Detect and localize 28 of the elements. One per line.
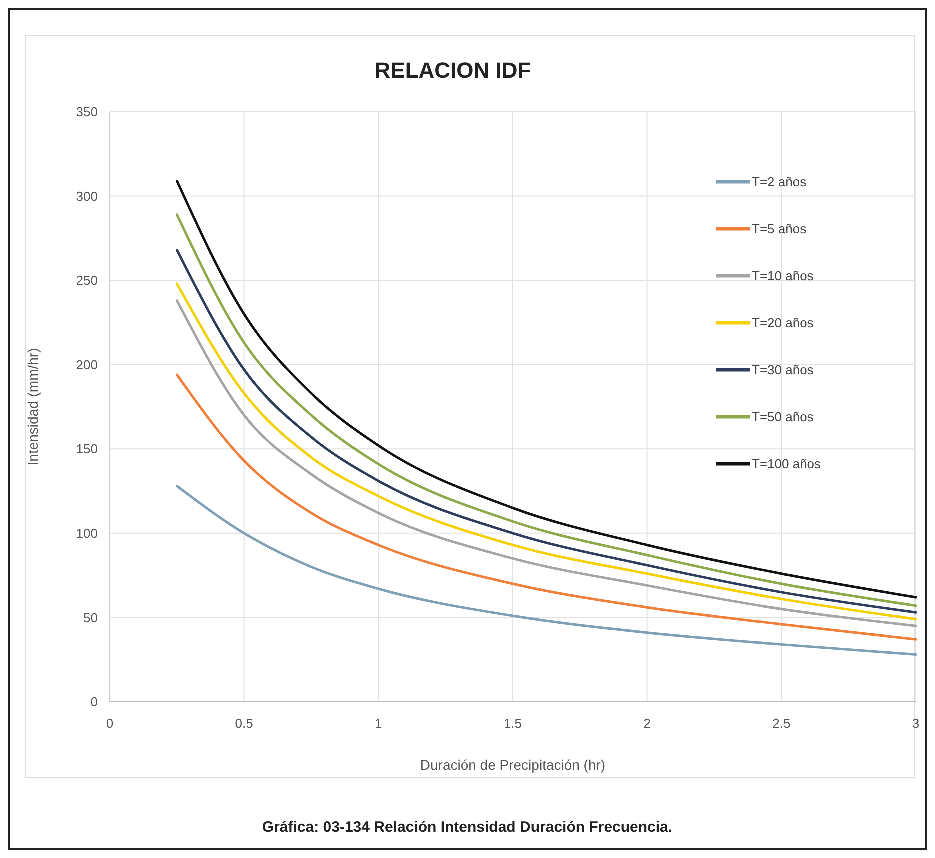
legend-label: T=10 años — [752, 268, 814, 284]
x-tick-label: 2 — [644, 716, 651, 731]
x-tick-label: 0.5 — [235, 716, 254, 731]
x-tick-label: 3 — [912, 716, 920, 731]
x-tick-label: 1 — [375, 716, 382, 731]
chart-title: RELACION IDF — [374, 58, 532, 83]
legend-label: T=5 años — [752, 222, 808, 237]
legend-label: T=20 años — [752, 316, 814, 331]
x-tick-label: 1.5 — [504, 716, 522, 731]
legend-label: T=2 años — [752, 174, 808, 190]
line-series — [176, 484, 918, 656]
y-tick-label: 0 — [90, 694, 98, 710]
x-axis-title: Duración de Precipitación (hr) — [420, 757, 606, 773]
x-tick-label: 0 — [106, 716, 114, 731]
legend-label: T=50 años — [752, 410, 814, 425]
legend-label: T=30 años — [752, 362, 814, 378]
y-tick-label: 200 — [76, 357, 98, 372]
text: Gráfica: 03-134 Relación Intensidad Duración Frecuencia. — [262, 819, 673, 836]
line-series — [176, 374, 918, 641]
y-tick-label: 100 — [76, 526, 98, 541]
y-axis-title: Intensidad (mm/hr) — [25, 348, 41, 466]
y-tick-label: 250 — [76, 273, 98, 288]
y-tick-label: 50 — [84, 610, 98, 626]
y-tick-label: 350 — [76, 104, 98, 120]
y-tick-label: 300 — [76, 188, 98, 204]
legend-label: T=100 años — [752, 456, 822, 472]
y-tick-label: 150 — [76, 442, 98, 457]
x-tick-label: 2.5 — [772, 716, 791, 731]
